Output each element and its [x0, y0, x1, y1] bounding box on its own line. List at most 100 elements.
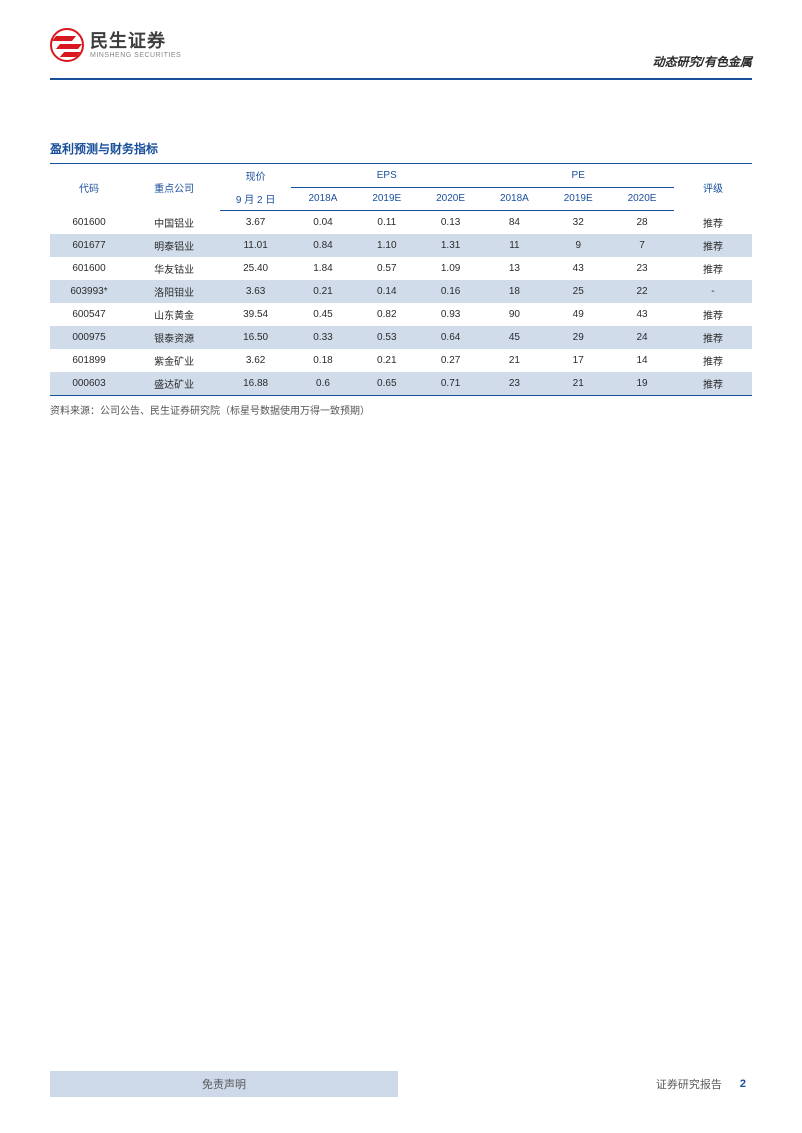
table-cell: 明泰铝业	[128, 234, 220, 257]
table-cell: 11.01	[220, 234, 291, 257]
table-cell: 29	[546, 326, 610, 349]
table-cell: 推荐	[674, 303, 752, 326]
table-cell: 600547	[50, 303, 128, 326]
table-cell: 0.21	[291, 280, 355, 303]
content-area: 盈利预测与财务指标 代码 重点公司 现价 EPS PE 评级 9 月 2 日 2…	[50, 80, 752, 417]
table-cell: 43	[610, 303, 674, 326]
table-cell: 0.33	[291, 326, 355, 349]
footer-disclaimer: 免责声明	[50, 1071, 398, 1097]
table-cell: 银泰资源	[128, 326, 220, 349]
table-cell: 17	[546, 349, 610, 372]
col-eps-2019e: 2019E	[355, 187, 419, 211]
table-cell: 0.11	[355, 211, 419, 234]
table-cell: 601600	[50, 257, 128, 280]
table-cell: 0.57	[355, 257, 419, 280]
table-cell: 90	[483, 303, 547, 326]
col-rating: 评级	[674, 164, 752, 211]
table-cell: 19	[610, 372, 674, 396]
table-row: 000975银泰资源16.500.330.530.64452924推荐	[50, 326, 752, 349]
table-cell: 21	[546, 372, 610, 396]
table-cell: 25	[546, 280, 610, 303]
table-cell: 0.27	[419, 349, 483, 372]
page-header: 民生证券 MINSHENG SECURITIES 动态研究/有色金属	[50, 0, 752, 80]
table-cell: 3.67	[220, 211, 291, 234]
table-cell: 推荐	[674, 349, 752, 372]
col-pe-2018a: 2018A	[483, 187, 547, 211]
table-cell: 45	[483, 326, 547, 349]
table-cell: 洛阳钼业	[128, 280, 220, 303]
col-pe-2019e: 2019E	[546, 187, 610, 211]
table-cell: 0.45	[291, 303, 355, 326]
table-cell: 11	[483, 234, 547, 257]
page-number: 2	[740, 1078, 746, 1090]
table-cell: 14	[610, 349, 674, 372]
table-cell: 000603	[50, 372, 128, 396]
table-body: 601600中国铝业3.670.040.110.13843228推荐601677…	[50, 211, 752, 396]
table-cell: 601677	[50, 234, 128, 257]
table-cell: 13	[483, 257, 547, 280]
page-footer: 免责声明 证券研究报告 2	[50, 1071, 752, 1097]
table-row: 601899紫金矿业3.620.180.210.27211714推荐	[50, 349, 752, 372]
col-price: 现价	[220, 164, 291, 188]
table-cell: 23	[483, 372, 547, 396]
forecast-table: 代码 重点公司 现价 EPS PE 评级 9 月 2 日 2018A 2019E…	[50, 163, 752, 396]
table-cell: 22	[610, 280, 674, 303]
table-cell: 000975	[50, 326, 128, 349]
table-cell: 32	[546, 211, 610, 234]
brand-logo: 民生证券 MINSHENG SECURITIES	[50, 28, 752, 62]
table-cell: 25.40	[220, 257, 291, 280]
table-cell: 23	[610, 257, 674, 280]
col-pe-group: PE	[483, 164, 674, 188]
table-cell: 推荐	[674, 257, 752, 280]
table-cell: 3.62	[220, 349, 291, 372]
table-cell: 39.54	[220, 303, 291, 326]
table-cell: 0.82	[355, 303, 419, 326]
table-cell: 0.64	[419, 326, 483, 349]
table-cell: 0.53	[355, 326, 419, 349]
table-cell: 1.10	[355, 234, 419, 257]
table-cell: 盛达矿业	[128, 372, 220, 396]
logo-en: MINSHENG SECURITIES	[90, 52, 181, 59]
footer-right: 证券研究报告 2	[398, 1071, 752, 1097]
table-cell: -	[674, 280, 752, 303]
table-cell: 601600	[50, 211, 128, 234]
table-cell: 0.13	[419, 211, 483, 234]
table-cell: 16.50	[220, 326, 291, 349]
section-title: 盈利预测与财务指标	[50, 140, 752, 157]
logo-cn: 民生证券	[90, 32, 181, 50]
table-cell: 18	[483, 280, 547, 303]
table-cell: 推荐	[674, 326, 752, 349]
table-cell: 0.71	[419, 372, 483, 396]
table-cell: 49	[546, 303, 610, 326]
table-row: 601677明泰铝业11.010.841.101.311197推荐	[50, 234, 752, 257]
table-cell: 推荐	[674, 211, 752, 234]
table-cell: 推荐	[674, 234, 752, 257]
table-cell: 紫金矿业	[128, 349, 220, 372]
col-code: 代码	[50, 164, 128, 211]
table-cell: 推荐	[674, 372, 752, 396]
table-cell: 16.88	[220, 372, 291, 396]
table-cell: 1.31	[419, 234, 483, 257]
table-cell: 0.65	[355, 372, 419, 396]
table-row: 000603盛达矿业16.880.60.650.71232119推荐	[50, 372, 752, 396]
table-cell: 43	[546, 257, 610, 280]
col-eps-2018a: 2018A	[291, 187, 355, 211]
table-cell: 0.6	[291, 372, 355, 396]
col-price-date: 9 月 2 日	[220, 187, 291, 211]
table-cell: 24	[610, 326, 674, 349]
table-cell: 1.84	[291, 257, 355, 280]
logo-icon	[50, 28, 84, 62]
table-cell: 603993*	[50, 280, 128, 303]
table-row: 601600华友钴业25.401.840.571.09134323推荐	[50, 257, 752, 280]
table-cell: 0.18	[291, 349, 355, 372]
col-pe-2020e: 2020E	[610, 187, 674, 211]
col-company: 重点公司	[128, 164, 220, 211]
table-row: 600547山东黄金39.540.450.820.93904943推荐	[50, 303, 752, 326]
table-cell: 9	[546, 234, 610, 257]
table-cell: 21	[483, 349, 547, 372]
table-cell: 7	[610, 234, 674, 257]
table-cell: 0.14	[355, 280, 419, 303]
table-row: 603993*洛阳钼业3.630.210.140.16182522-	[50, 280, 752, 303]
table-cell: 山东黄金	[128, 303, 220, 326]
table-cell: 84	[483, 211, 547, 234]
